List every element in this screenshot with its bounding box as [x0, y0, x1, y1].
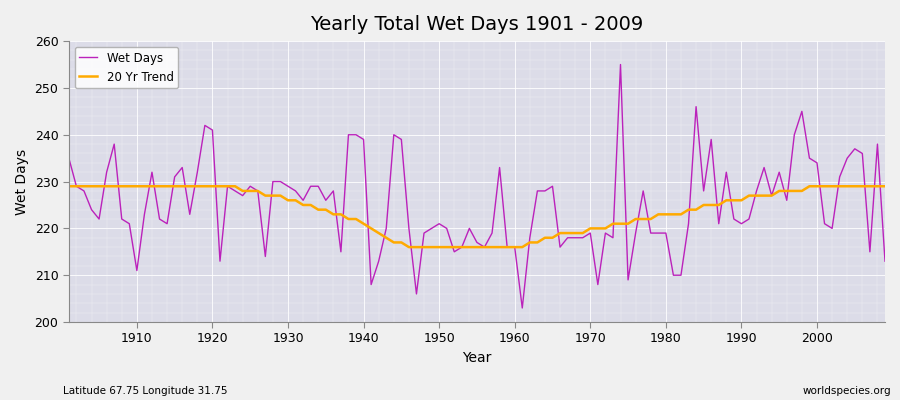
Wet Days: [63, 156, 74, 160]
Line: 20 Yr Trend: 20 Yr Trend: [68, 186, 885, 247]
Wet Days: [336, 249, 346, 254]
20 Yr Trend: [336, 212, 346, 217]
Wet Days: [615, 62, 626, 67]
Wet Days: [290, 188, 301, 193]
20 Yr Trend: [608, 221, 618, 226]
Wet Days: [879, 259, 890, 264]
20 Yr Trend: [517, 245, 527, 250]
Wet Days: [509, 245, 520, 250]
Line: Wet Days: Wet Days: [68, 64, 885, 308]
X-axis label: Year: Year: [463, 351, 491, 365]
20 Yr Trend: [509, 245, 520, 250]
Text: worldspecies.org: worldspecies.org: [803, 386, 891, 396]
20 Yr Trend: [124, 184, 135, 189]
20 Yr Trend: [290, 198, 301, 203]
20 Yr Trend: [63, 184, 74, 189]
Text: Latitude 67.75 Longitude 31.75: Latitude 67.75 Longitude 31.75: [63, 386, 228, 396]
Wet Days: [608, 235, 618, 240]
Y-axis label: Wet Days: Wet Days: [15, 148, 29, 215]
20 Yr Trend: [403, 245, 414, 250]
Legend: Wet Days, 20 Yr Trend: Wet Days, 20 Yr Trend: [75, 47, 178, 88]
Wet Days: [517, 306, 527, 310]
Wet Days: [502, 245, 513, 250]
Title: Yearly Total Wet Days 1901 - 2009: Yearly Total Wet Days 1901 - 2009: [310, 15, 644, 34]
20 Yr Trend: [879, 184, 890, 189]
Wet Days: [124, 221, 135, 226]
